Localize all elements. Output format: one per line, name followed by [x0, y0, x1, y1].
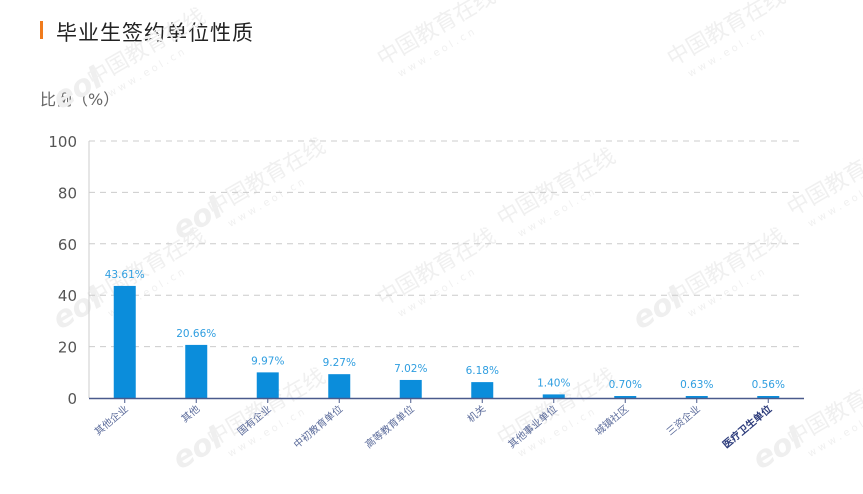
bar[interactable]: [471, 382, 494, 398]
bar-value-label: 0.56%: [752, 379, 785, 391]
grid-lines: [88, 140, 804, 398]
svg-text:中国教育在线: 中国教育在线: [663, 0, 790, 72]
bar-value-label: 6.18%: [466, 365, 499, 377]
x-tick-label: 城镇社区: [592, 402, 631, 438]
x-tick-label: 高等教育单位: [362, 402, 416, 451]
bar[interactable]: [399, 379, 422, 398]
bar[interactable]: [614, 396, 637, 398]
y-axis-label: 比例（%）: [40, 90, 120, 109]
x-tick-label: 三资企业: [664, 402, 703, 438]
title-accent-bar: [40, 21, 43, 39]
y-tick-label: 100: [48, 133, 77, 151]
x-tick-label: 其他: [179, 402, 203, 425]
x-tick-label: 机关: [465, 402, 489, 425]
bar[interactable]: [757, 396, 780, 398]
bar-value-label: 1.40%: [537, 377, 570, 389]
y-tick-label: 0: [67, 390, 77, 408]
bar[interactable]: [113, 285, 136, 398]
bar-value-label: 9.27%: [323, 357, 356, 369]
chart-title: 毕业生签约单位性质: [56, 21, 254, 45]
y-tick-label: 80: [58, 184, 77, 202]
bar[interactable]: [185, 344, 208, 398]
bar-value-label: 43.61%: [105, 269, 145, 281]
y-axis-ticks: 0 20 40 60 80 100: [48, 133, 77, 408]
svg-text:中国教育在线: 中国教育在线: [783, 134, 863, 222]
bar-value-label: 0.63%: [680, 379, 713, 391]
y-tick-label: 60: [58, 236, 77, 254]
bar-value-label: 0.70%: [609, 379, 642, 391]
bar[interactable]: [328, 374, 351, 398]
svg-text:中国教育在线: 中国教育在线: [783, 364, 863, 452]
bar-value-label: 9.97%: [251, 355, 284, 367]
x-tick-label: 其他企业: [92, 402, 131, 438]
bar-value-label: 7.02%: [394, 363, 427, 375]
bar[interactable]: [542, 394, 565, 398]
svg-text:中国教育在线: 中国教育在线: [373, 0, 500, 72]
bars: 43.61% 20.66% 9.97% 9.27% 7.02% 6.18% 1.40% 0.7…: [105, 269, 785, 398]
bar-value-label: 20.66%: [176, 328, 216, 340]
bar[interactable]: [256, 372, 279, 398]
y-tick-label: 40: [58, 287, 77, 305]
y-tick-label: 20: [58, 339, 77, 357]
bar[interactable]: [685, 396, 708, 398]
